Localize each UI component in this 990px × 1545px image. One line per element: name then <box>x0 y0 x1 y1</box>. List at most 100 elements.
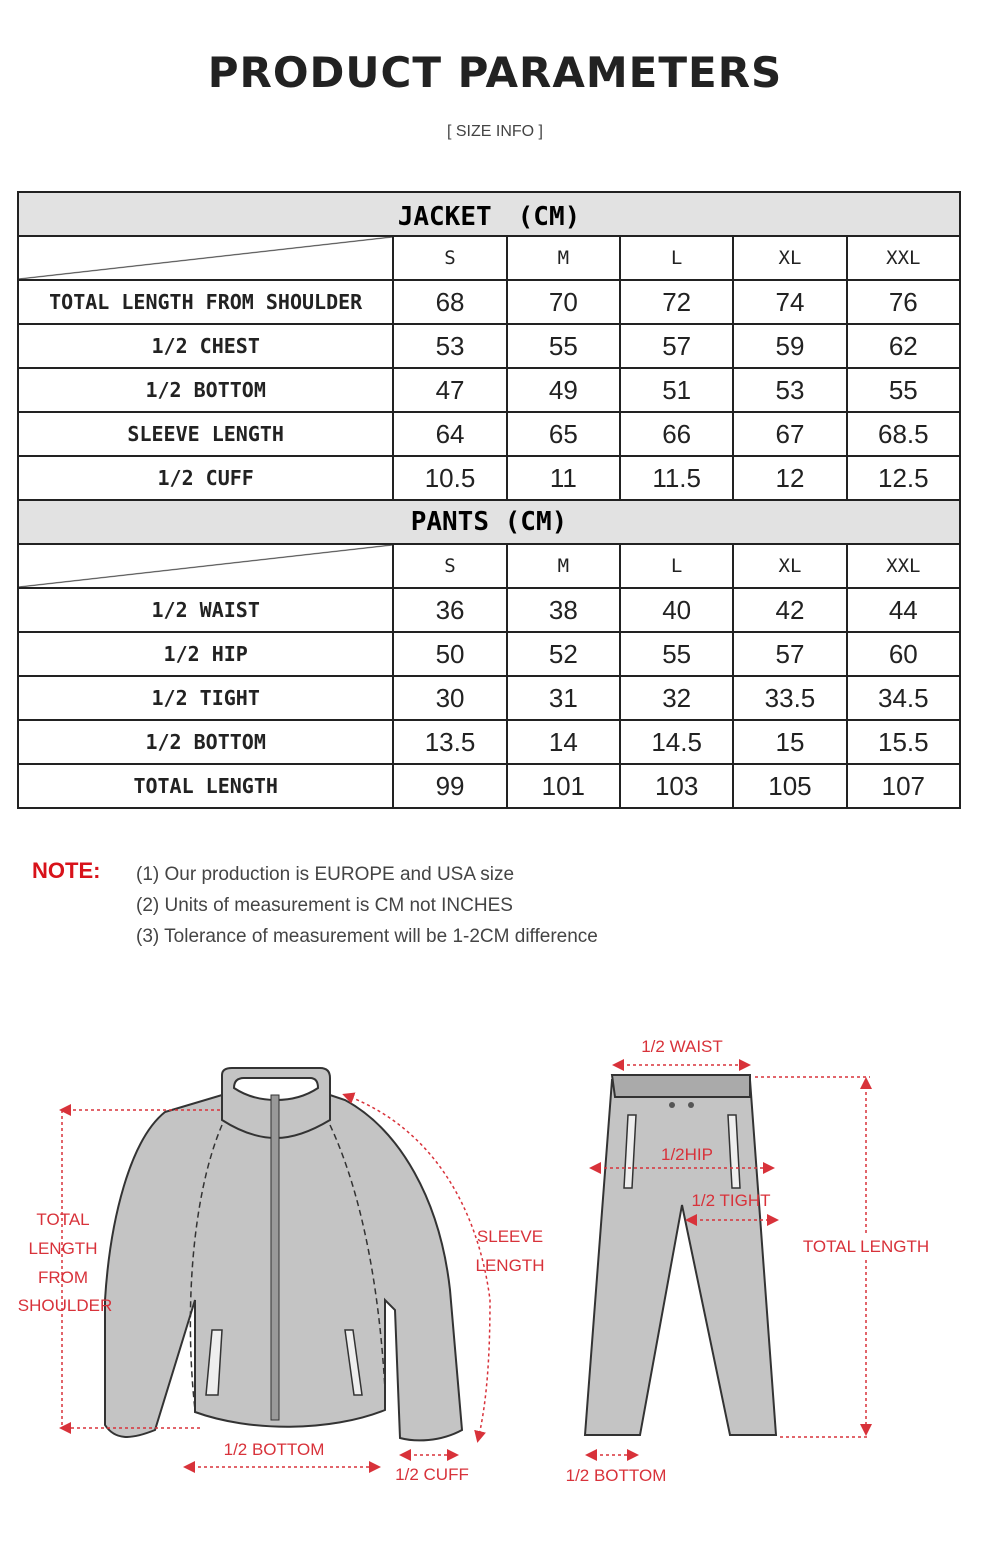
table-row: 1/2 CHEST 53 55 57 59 62 <box>16 323 962 369</box>
label-pants-total-length: TOTAL LENGTH <box>803 1237 929 1256</box>
measurement-value: 51 <box>618 367 735 413</box>
pants-header-row: PANTS (CM) <box>17 499 961 545</box>
diagonal-header-cell <box>16 235 395 281</box>
table-row: 1/2 WAIST 36 38 40 42 44 <box>16 587 962 633</box>
size-table: JACKET (CM) S M L XL XXL TOTAL LENGTH FROM SHO… <box>16 191 962 809</box>
page-title: PRODUCT PARAMETERS <box>207 48 783 97</box>
measurement-value: 10.5 <box>392 455 508 501</box>
size-header: S <box>392 235 508 281</box>
measurement-label: 1/2 BOTTOM <box>16 719 395 765</box>
measurement-value: 32 <box>618 675 735 721</box>
label-hip: 1/2HIP <box>661 1145 713 1164</box>
measurement-value: 70 <box>505 279 622 325</box>
measurement-value: 55 <box>618 631 735 677</box>
measurement-label: 1/2 WAIST <box>16 587 395 633</box>
pants-section-title: PANTS (CM) <box>17 499 961 545</box>
measurement-value: 11 <box>505 455 622 501</box>
jacket-illustration <box>104 1067 464 1442</box>
measurement-value: 105 <box>732 763 848 809</box>
measurement-label: SLEEVE LENGTH <box>16 411 395 457</box>
measurement-value: 99 <box>392 763 508 809</box>
measurement-value: 65 <box>505 411 622 457</box>
measurement-value: 64 <box>392 411 508 457</box>
size-header: XXL <box>845 543 962 589</box>
table-row: 1/2 TIGHT 30 31 32 33.5 34.5 <box>16 675 962 721</box>
measurement-value: 14.5 <box>618 719 735 765</box>
label-sleeve-length: SLEEVE <box>477 1227 543 1246</box>
size-header: XXL <box>845 235 962 281</box>
diagonal-header-cell <box>16 543 395 589</box>
measurement-value: 76 <box>845 279 962 325</box>
measurement-label: 1/2 BOTTOM <box>16 367 395 413</box>
measurement-value: 44 <box>845 587 962 633</box>
measurement-value: 33.5 <box>732 675 848 721</box>
page-subtitle: [ SIZE INFO ] <box>446 123 543 140</box>
measurement-label: TOTAL LENGTH <box>16 763 395 809</box>
measurement-value: 30 <box>392 675 508 721</box>
size-header: L <box>618 235 735 281</box>
label-tight: 1/2 TIGHT <box>691 1191 770 1210</box>
measurement-value: 74 <box>732 279 848 325</box>
measurement-value: 53 <box>732 367 848 413</box>
measurement-value: 103 <box>618 763 735 809</box>
measurement-value: 68 <box>392 279 508 325</box>
label-jacket-bottom: 1/2 BOTTOM <box>224 1440 325 1459</box>
measurement-value: 101 <box>505 763 622 809</box>
jacket-section-title: JACKET (CM) <box>17 191 961 237</box>
measurement-value: 57 <box>732 631 848 677</box>
measurement-value: 72 <box>618 279 735 325</box>
measurement-diagram: TOTAL LENGTH FROM SHOULDER SLEEVE LENGTH… <box>18 1037 937 1485</box>
measurement-label: 1/2 CHEST <box>16 323 395 369</box>
measurement-value: 12 <box>732 455 848 501</box>
pants-size-row: S M L XL XXL <box>16 543 962 589</box>
size-header: M <box>505 235 622 281</box>
measurement-value: 15 <box>732 719 848 765</box>
size-header: XL <box>732 543 848 589</box>
label-total-length: LENGTH <box>29 1239 98 1258</box>
measurement-value: 62 <box>845 323 962 369</box>
label-total-length: SHOULDER <box>18 1296 112 1315</box>
size-header: XL <box>732 235 848 281</box>
pants-illustration <box>583 1074 778 1436</box>
measurement-lines <box>59 1059 872 1473</box>
measurement-value: 52 <box>505 631 622 677</box>
measurement-value: 13.5 <box>392 719 508 765</box>
measurement-value: 15.5 <box>845 719 962 765</box>
measurement-value: 67 <box>732 411 848 457</box>
size-header: L <box>618 543 735 589</box>
measurement-value: 50 <box>392 631 508 677</box>
measurement-value: 47 <box>392 367 508 413</box>
label-waist: 1/2 WAIST <box>641 1037 723 1056</box>
measurement-label: 1/2 TIGHT <box>16 675 395 721</box>
measurement-value: 31 <box>505 675 622 721</box>
note-label: NOTE: <box>32 858 101 883</box>
measurement-value: 107 <box>845 763 962 809</box>
measurement-value: 68.5 <box>845 411 962 457</box>
label-sleeve-length: LENGTH <box>476 1256 545 1275</box>
table-row: 1/2 BOTTOM 13.5 14 14.5 15 15.5 <box>16 719 962 765</box>
note-item: (3) Tolerance of measurement will be 1-2… <box>136 926 598 947</box>
measurement-labels: TOTAL LENGTH FROM SHOULDER SLEEVE LENGTH… <box>18 1037 937 1485</box>
table-row: TOTAL LENGTH 99 101 103 105 107 <box>16 763 962 809</box>
table-row: 1/2 BOTTOM 47 49 51 53 55 <box>16 367 962 413</box>
measurement-value: 12.5 <box>845 455 962 501</box>
measurement-value: 59 <box>732 323 848 369</box>
measurement-value: 57 <box>618 323 735 369</box>
measurement-label: TOTAL LENGTH FROM SHOULDER <box>16 279 395 325</box>
label-pants-bottom: 1/2 BOTTOM <box>566 1466 667 1485</box>
measurement-value: 55 <box>845 367 962 413</box>
measurement-value: 55 <box>505 323 622 369</box>
measurement-value: 40 <box>618 587 735 633</box>
measurement-value: 49 <box>505 367 622 413</box>
measurement-value: 53 <box>392 323 508 369</box>
table-row: TOTAL LENGTH FROM SHOULDER 68 70 72 74 76 <box>16 279 962 325</box>
size-header: M <box>505 543 622 589</box>
measurement-label: 1/2 CUFF <box>16 455 395 501</box>
table-row: SLEEVE LENGTH 64 65 66 67 68.5 <box>16 411 962 457</box>
measurement-value: 11.5 <box>618 455 735 501</box>
measurement-value: 60 <box>845 631 962 677</box>
table-row: 1/2 HIP 50 52 55 57 60 <box>16 631 962 677</box>
measurement-value: 14 <box>505 719 622 765</box>
size-header: S <box>392 543 508 589</box>
jacket-size-row: S M L XL XXL <box>16 235 962 281</box>
